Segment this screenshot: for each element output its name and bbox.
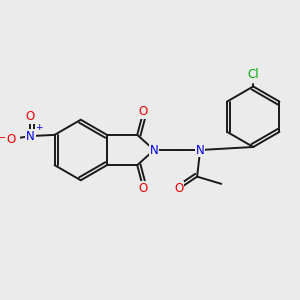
Text: N: N xyxy=(26,130,35,142)
Text: O: O xyxy=(139,182,148,195)
Text: N: N xyxy=(196,143,205,157)
Text: O: O xyxy=(139,105,148,119)
Text: O: O xyxy=(6,133,16,146)
Text: −: − xyxy=(0,133,7,143)
Text: Cl: Cl xyxy=(248,68,259,81)
Text: +: + xyxy=(35,123,43,132)
Text: O: O xyxy=(26,110,35,123)
Text: O: O xyxy=(174,182,184,195)
Text: N: N xyxy=(150,143,158,157)
